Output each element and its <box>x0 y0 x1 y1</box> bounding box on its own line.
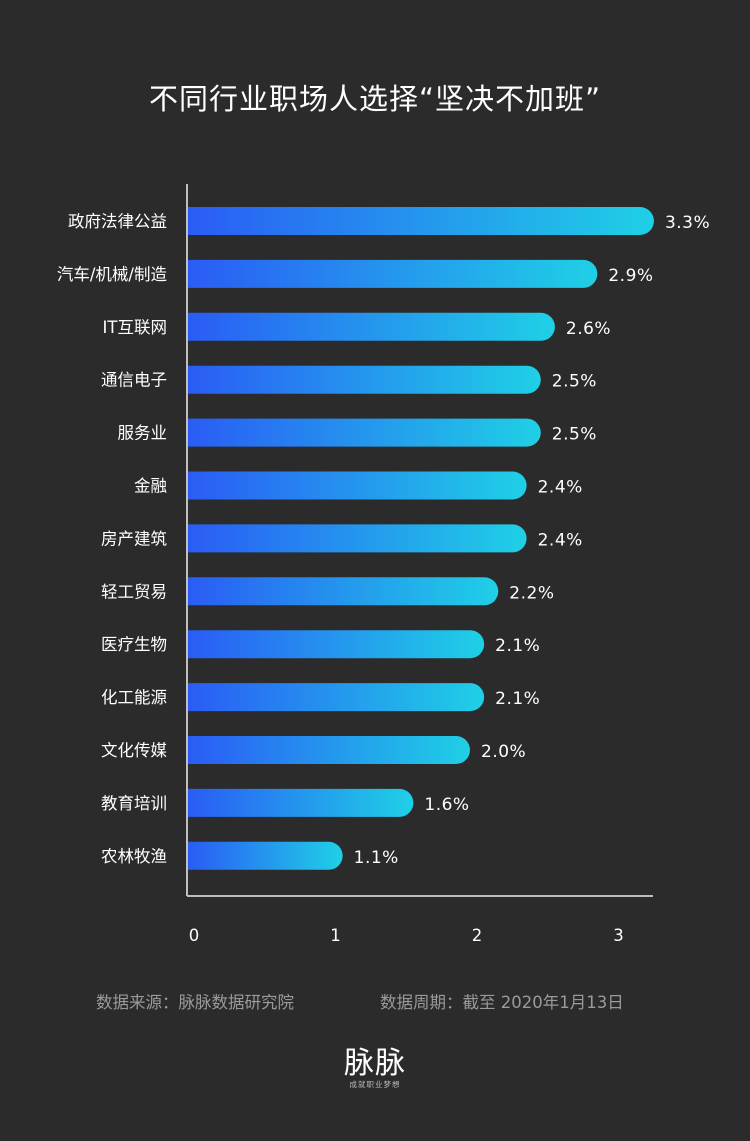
category-label-2: IT互联网 <box>103 318 167 337</box>
value-label-4: 2.5% <box>552 425 597 445</box>
category-label-9: 化工能源 <box>101 688 167 707</box>
value-label-3: 2.5% <box>552 372 597 392</box>
category-label-5: 金融 <box>134 477 167 496</box>
category-label-1: 汽车/机械/制造 <box>57 265 168 284</box>
x-tick-label-0: 0 <box>189 926 200 945</box>
data-period-text: 数据周期：截至 2020年1月13日 <box>380 993 624 1012</box>
category-label-3: 通信电子 <box>101 371 167 390</box>
value-label-5: 2.4% <box>538 478 583 498</box>
category-label-8: 医疗生物 <box>101 635 167 654</box>
x-tick-label-3: 3 <box>613 926 624 945</box>
x-tick-label-1: 1 <box>330 926 341 945</box>
category-label-6: 房产建筑 <box>101 529 168 548</box>
bar-10 <box>188 736 470 764</box>
value-label-12: 1.1% <box>354 848 399 868</box>
bar-8 <box>188 630 485 659</box>
bar-6 <box>188 524 527 553</box>
value-label-11: 1.6% <box>424 795 469 815</box>
value-label-7: 2.2% <box>509 583 554 603</box>
bar-2 <box>188 312 555 341</box>
bar-11 <box>188 788 414 817</box>
value-label-0: 3.3% <box>665 213 710 233</box>
bar-5 <box>188 471 527 500</box>
bar-4 <box>188 418 541 447</box>
value-label-6: 2.4% <box>538 530 583 550</box>
x-tick-label-2: 2 <box>472 926 483 945</box>
value-label-8: 2.1% <box>495 636 540 656</box>
bar-chart: 政府法律公益 3.3% 汽车/机械/制造 2.9% IT互联网 2.6% 通信电子 2.5% 服… <box>57 184 710 945</box>
category-label-11: 教育培训 <box>101 794 167 813</box>
value-label-2: 2.6% <box>566 319 611 339</box>
value-label-10: 2.0% <box>481 742 526 762</box>
logo-tagline: 成就职业梦想 <box>349 1080 401 1089</box>
chart-title: 不同行业职场人选择“坚决不加班” <box>148 82 602 116</box>
bar-1 <box>188 259 598 288</box>
category-label-7: 轻工贸易 <box>101 582 167 601</box>
data-source-text: 数据来源：脉脉数据研究院 <box>96 993 294 1012</box>
bar-9 <box>188 683 485 712</box>
bar-12 <box>188 841 343 870</box>
category-label-4: 服务业 <box>118 424 168 443</box>
category-label-0: 政府法律公益 <box>68 212 167 231</box>
logo-mark: 脉脉 <box>344 1046 406 1081</box>
value-label-1: 2.9% <box>608 266 653 286</box>
value-label-9: 2.1% <box>495 689 540 709</box>
category-label-12: 农林牧渔 <box>101 847 167 866</box>
bar-3 <box>188 365 541 394</box>
brand-logo: 脉脉 成就职业梦想 <box>0 1048 750 1090</box>
category-label-10: 文化传媒 <box>101 741 168 760</box>
bar-0 <box>188 207 654 235</box>
bar-7 <box>188 577 499 606</box>
